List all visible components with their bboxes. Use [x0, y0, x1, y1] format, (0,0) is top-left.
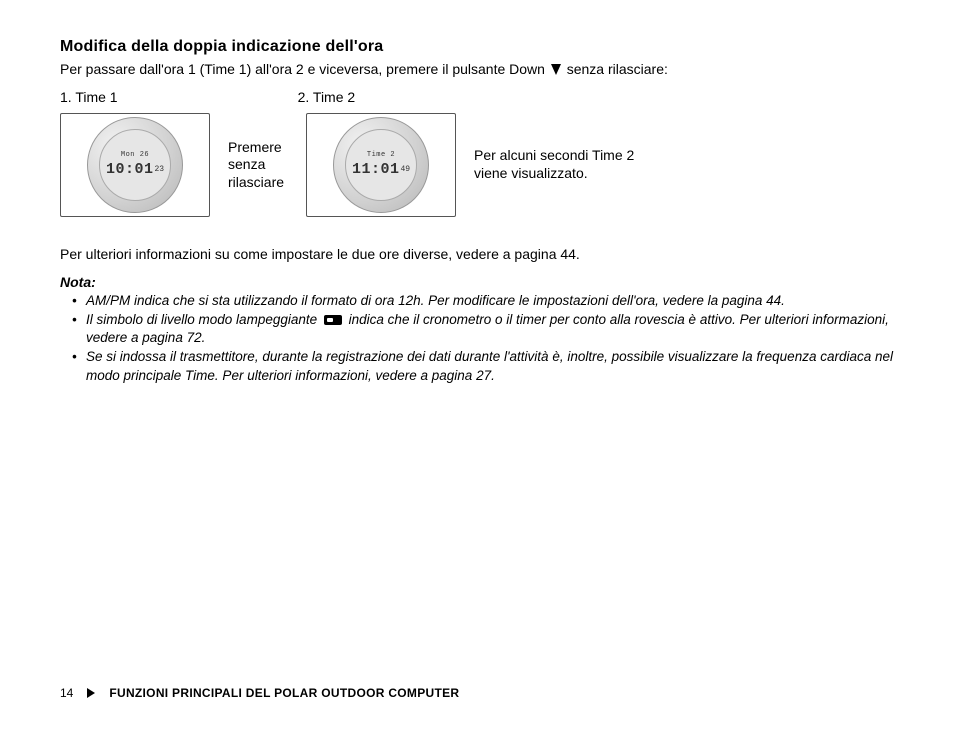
- watch2-time: 11:0149: [352, 160, 410, 178]
- time2-label: 2. Time 2: [298, 89, 356, 105]
- nota-item: Se si indossa il trasmettitore, durante …: [86, 348, 900, 384]
- intro-pre: Per passare dall'ora 1 (Time 1) all'ora …: [60, 61, 545, 77]
- caption1: Premere senza rilasciare: [228, 139, 288, 192]
- caption2: Per alcuni secondi Time 2 viene visualiz…: [474, 147, 634, 182]
- nota-text: Se si indossa il trasmettitore, durante …: [86, 349, 893, 382]
- footer-section: FUNZIONI PRINCIPALI DEL POLAR OUTDOOR CO…: [109, 686, 459, 700]
- more-info: Per ulteriori informazioni su come impos…: [60, 245, 900, 264]
- intro-text: Per passare dall'ora 1 (Time 1) all'ora …: [60, 60, 900, 79]
- nota-text: AM/PM indica che si sta utilizzando il f…: [86, 293, 785, 308]
- nota-item: Il simbolo di livello modo lampeggiante …: [86, 311, 900, 347]
- intro-post: senza rilasciare:: [567, 61, 668, 77]
- nota-label: Nota:: [60, 274, 900, 290]
- mode-level-icon: [324, 315, 342, 325]
- watch2-line1: Time 2: [352, 151, 410, 159]
- watch2: Time 2 11:0149: [333, 117, 429, 213]
- watch2-face: Time 2 11:0149: [352, 151, 410, 178]
- watch1-line1: Mon 26: [106, 151, 164, 159]
- watch1-box: Mon 26 10:0123: [60, 113, 210, 217]
- watch1-hours: 10:01: [106, 161, 154, 178]
- triangle-icon: [87, 688, 95, 698]
- nota-block: Nota: AM/PM indica che si sta utilizzand…: [60, 274, 900, 385]
- page-heading: Modifica della doppia indicazione dell'o…: [60, 38, 900, 56]
- down-arrow-icon: [551, 64, 561, 75]
- watch2-hours: 11:01: [352, 161, 400, 178]
- page-footer: 14 FUNZIONI PRINCIPALI DEL POLAR OUTDOOR…: [60, 686, 459, 700]
- watch1: Mon 26 10:0123: [87, 117, 183, 213]
- diagram-row: Mon 26 10:0123 Premere senza rilasciare …: [60, 113, 900, 217]
- nota-list: AM/PM indica che si sta utilizzando il f…: [60, 292, 900, 385]
- time1-label: 1. Time 1: [60, 89, 118, 105]
- watch1-time: 10:0123: [106, 160, 164, 178]
- watch1-sec: 23: [154, 165, 164, 174]
- nota-item: AM/PM indica che si sta utilizzando il f…: [86, 292, 900, 310]
- watch2-sec: 49: [400, 165, 410, 174]
- nota-text-pre: Il simbolo di livello modo lampeggiante: [86, 312, 317, 327]
- time-labels-row: 1. Time 1 2. Time 2: [60, 89, 900, 105]
- watch1-face: Mon 26 10:0123: [106, 151, 164, 178]
- watch2-box: Time 2 11:0149: [306, 113, 456, 217]
- page-number: 14: [60, 686, 73, 700]
